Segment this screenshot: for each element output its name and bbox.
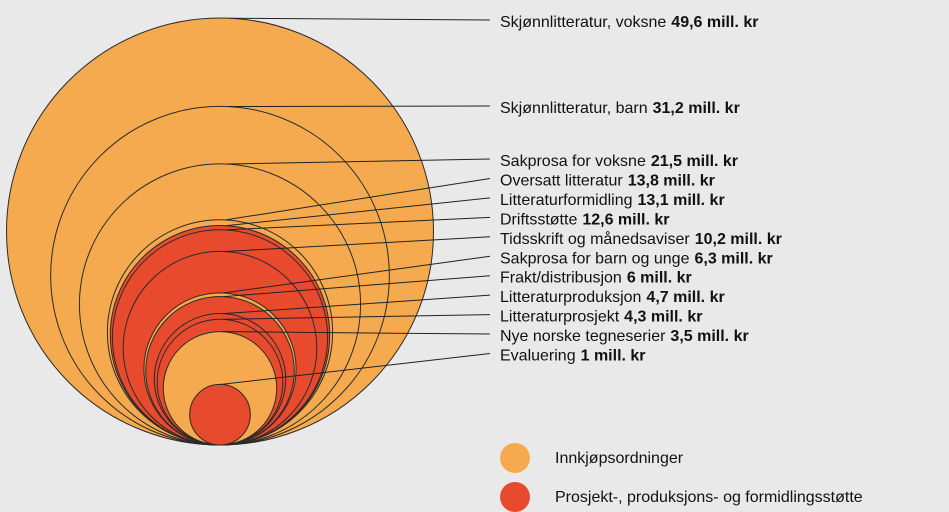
- label-value: 13,1 mill. kr: [638, 192, 725, 209]
- data-label: Tidsskrift og månedsaviser 10,2 mill. kr: [500, 230, 782, 248]
- data-label: Nye norske tegneserier 3,5 mill. kr: [500, 328, 749, 345]
- label-value: 3,5 mill. kr: [670, 328, 748, 345]
- label-name: Nye norske tegneserier: [500, 328, 666, 345]
- label-value: 6 mill. kr: [627, 270, 692, 287]
- label-name: Driftsstøtte: [500, 212, 577, 229]
- data-label: Sakprosa for voksne 21,5 mill. kr: [500, 153, 738, 170]
- leader-line: [225, 216, 491, 231]
- label-name: Litteraturprosjekt: [500, 309, 620, 326]
- label-name: Litteraturproduksjon: [500, 289, 641, 306]
- label-value: 10,2 mill. kr: [695, 231, 782, 248]
- leader-line: [225, 197, 491, 227]
- leader-line: [223, 314, 491, 320]
- legend-label: Innkjøpsordninger: [555, 450, 684, 467]
- label-name: Evaluering: [500, 348, 576, 365]
- label-value: 4,3 mill. kr: [624, 309, 702, 326]
- leader-line: [230, 17, 491, 21]
- label-value: 4,7 mill. kr: [646, 289, 724, 306]
- label-value: 12,6 mill. kr: [582, 212, 669, 229]
- legend-swatch: [500, 482, 530, 512]
- leader-line: [221, 353, 491, 385]
- label-name: Tidsskrift og månedsaviser: [500, 230, 690, 248]
- label-name: Oversatt litteratur: [500, 173, 623, 190]
- label-name: Litteraturformidling: [500, 192, 633, 209]
- leader-line: [225, 177, 491, 221]
- data-label: Skjønnlitteratur, voksne 49,6 mill. kr: [500, 14, 758, 31]
- leader-line: [228, 105, 491, 108]
- label-value: 13,8 mill. kr: [628, 173, 715, 190]
- data-label: Evaluering 1 mill. kr: [500, 348, 646, 365]
- data-label: Frakt/distribusjon 6 mill. kr: [500, 270, 692, 287]
- label-value: 6,3 mill. kr: [694, 250, 772, 267]
- label-name: Skjønnlitteratur, voksne: [500, 14, 666, 31]
- leader-line: [223, 275, 491, 298]
- label-name: Frakt/distribusjon: [500, 270, 622, 287]
- data-label: Skjønnlitteratur, barn 31,2 mill. kr: [500, 100, 740, 117]
- leader-line: [227, 158, 491, 165]
- leader-line: [222, 331, 491, 335]
- label-name: Sakprosa for voksne: [500, 153, 646, 170]
- label-value: 21,5 mill. kr: [651, 153, 738, 170]
- leader-line: [224, 236, 491, 252]
- label-value: 1 mill. kr: [581, 348, 646, 365]
- legend-label: Prosjekt-, produksjons- og formidlingsst…: [555, 489, 863, 506]
- data-label: Sakprosa for barn og unge 6,3 mill. kr: [500, 250, 773, 267]
- leader-line: [223, 294, 491, 315]
- legend-swatch: [500, 443, 530, 473]
- bubble: [189, 383, 251, 446]
- data-label: Litteraturproduksjon 4,7 mill. kr: [500, 289, 725, 306]
- label-name: Sakprosa for barn og unge: [500, 250, 690, 267]
- label-value: 49,6 mill. kr: [671, 14, 758, 31]
- data-label: Litteraturformidling 13,1 mill. kr: [500, 192, 725, 209]
- data-label: Litteraturprosjekt 4,3 mill. kr: [500, 309, 702, 326]
- leader-line: [223, 255, 491, 294]
- label-value: 31,2 mill. kr: [653, 100, 740, 117]
- data-label: Driftsstøtte 12,6 mill. kr: [500, 212, 670, 229]
- data-label: Oversatt litteratur 13,8 mill. kr: [500, 173, 715, 190]
- label-name: Skjønnlitteratur, barn: [500, 100, 648, 117]
